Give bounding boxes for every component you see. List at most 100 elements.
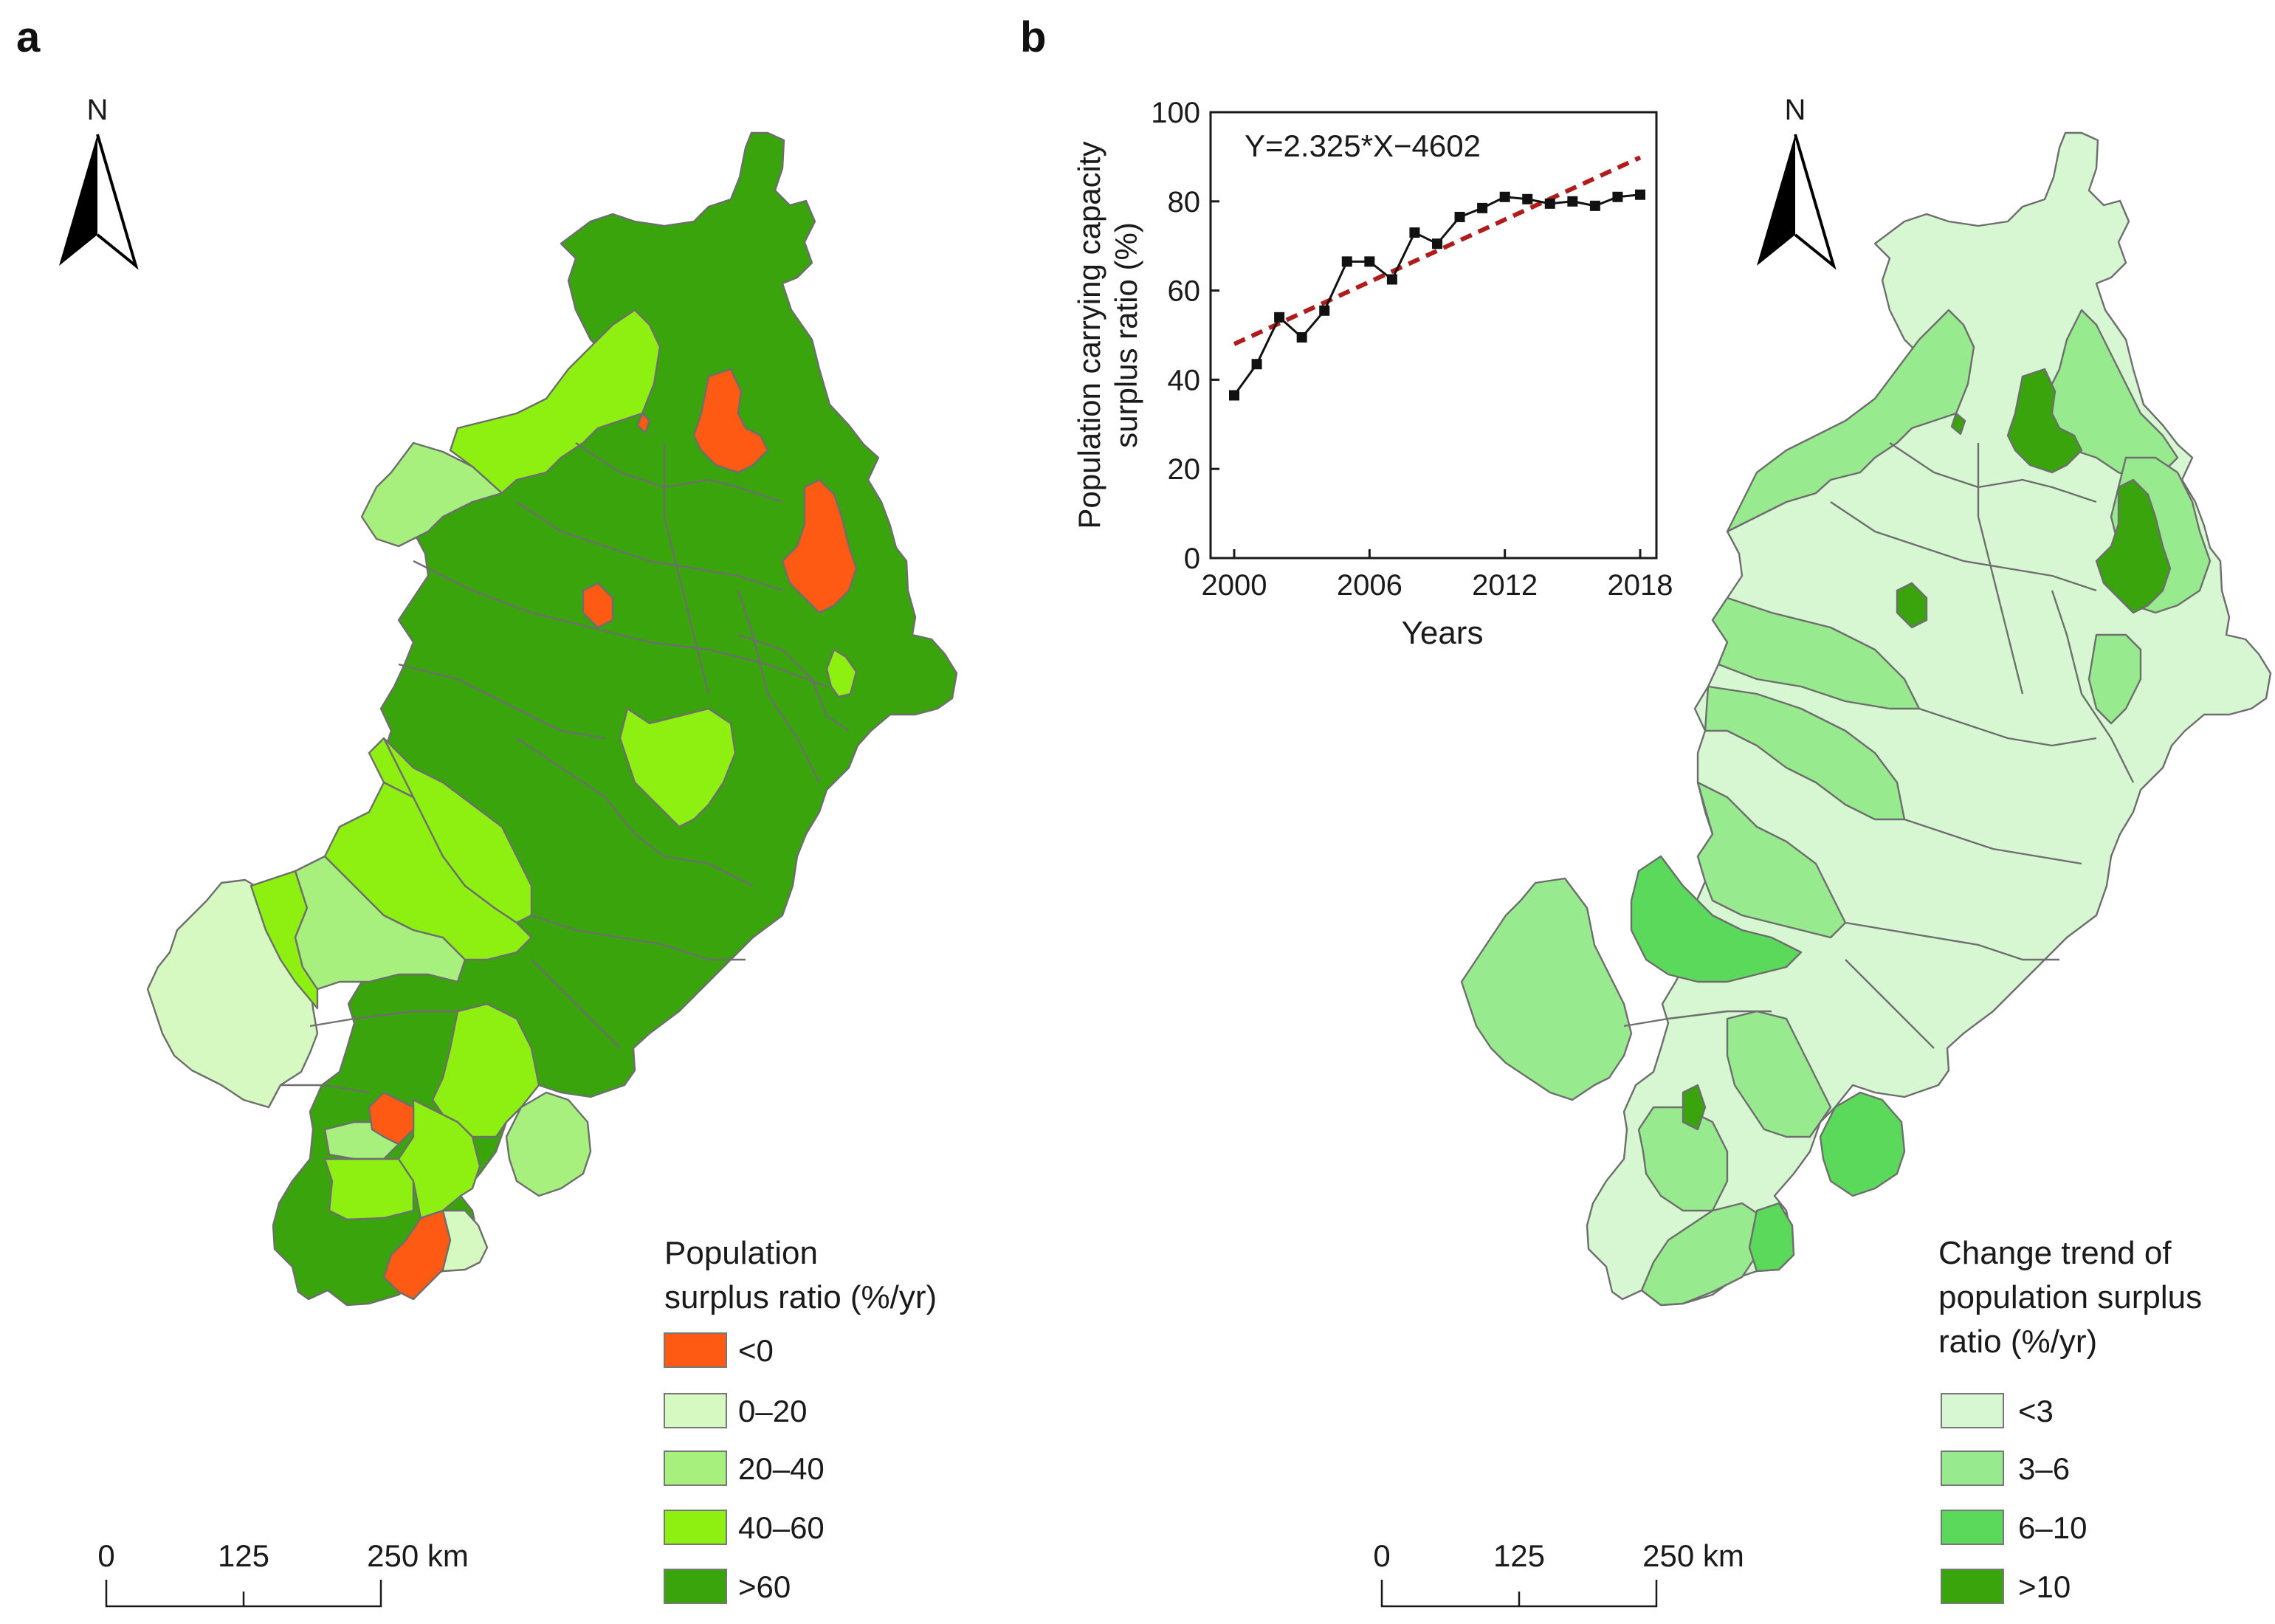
- scale-b-tick-1: 125: [1493, 1538, 1545, 1573]
- inset-plot-frame: [1209, 111, 1658, 560]
- map-b: [1460, 131, 2272, 1307]
- inset-data-point: [1635, 189, 1645, 200]
- inset-data-point: [1612, 191, 1623, 202]
- legend-b-title-line-2: population surplus: [1938, 1279, 2202, 1315]
- map-b-region-3-6-s1: [1726, 1010, 1832, 1138]
- legend-a-label-0: <0: [738, 1333, 774, 1368]
- inset-data-point: [1341, 256, 1352, 267]
- inset-x-tick-label: 2006: [1337, 569, 1402, 602]
- map-b-region-3-6-e: [2088, 633, 2142, 725]
- legend-a: Population surplus ratio (%/yr) <0 0–20 …: [664, 1235, 937, 1604]
- panel-a-letter: a: [16, 13, 41, 61]
- inset-series-points: [1229, 189, 1645, 401]
- map-b-region-6-10-w: [1630, 855, 1803, 983]
- map-b-region-3-6-w3: [1696, 781, 1847, 939]
- inset-x-axis-label: Years: [1402, 615, 1484, 651]
- inset-x-tick-label: 2012: [1472, 569, 1538, 602]
- north-arrow-b: N: [1757, 94, 1837, 270]
- map-b-boundaries: [1623, 442, 2135, 1049]
- inset-data-point: [1409, 227, 1420, 238]
- legend-a-swatch-2: [664, 1451, 727, 1486]
- inset-data-point: [1229, 390, 1239, 401]
- inset-data-point: [1522, 193, 1533, 204]
- panel-b: b N: [1020, 13, 2272, 1608]
- inset-data-point: [1364, 256, 1375, 267]
- inset-trend-line: [1233, 155, 1642, 346]
- inset-data-point: [1432, 238, 1442, 250]
- map-a-region-40-60-north: [449, 309, 661, 495]
- legend-b-title-line-1: Change trend of: [1938, 1235, 2172, 1271]
- map-a-region-40-60-south-1: [431, 1002, 540, 1138]
- legend-b-label-0: <3: [2018, 1394, 2054, 1428]
- inset-y-tick-label: 0: [1184, 543, 1200, 575]
- legend-a-label-3: 40–60: [738, 1510, 825, 1545]
- map-a-boundaries: [280, 442, 850, 1094]
- inset-data-point: [1589, 200, 1600, 211]
- inset-data-point: [1499, 191, 1510, 202]
- map-a-region-40-60-east: [825, 648, 858, 698]
- inset-data-point: [1386, 274, 1397, 285]
- map-a-region-0-20-south: [441, 1209, 489, 1273]
- north-label-a: N: [87, 94, 109, 126]
- map-b-region-3-6-sw: [1460, 877, 1633, 1101]
- legend-b-label-1: 3–6: [2018, 1451, 2070, 1486]
- map-b-region-6-10-s: [1748, 1202, 1795, 1273]
- inset-equation: Y=2.325*X−4602: [1245, 128, 1481, 163]
- legend-a-label-1: 0–20: [738, 1394, 807, 1428]
- legend-a-swatch-0: [664, 1332, 727, 1368]
- scale-bar-a: 0 125 250 km: [97, 1538, 469, 1608]
- inset-data-point: [1454, 211, 1465, 222]
- map-a-region-neg-6: [382, 1209, 452, 1301]
- legend-a-swatch-4: [664, 1569, 727, 1604]
- map-a-region-40-60-sw-3: [382, 737, 533, 924]
- legend-a-label-4: >60: [738, 1569, 791, 1604]
- map-b-region-6-10-se: [1819, 1091, 1906, 1197]
- inset-data-point: [1319, 305, 1330, 316]
- legend-b-label-3: >10: [2018, 1569, 2071, 1604]
- map-a-region-40-60-centre: [619, 707, 737, 828]
- inset-x-tick-label: 2000: [1202, 569, 1267, 602]
- legend-a-label-2: 20–40: [738, 1451, 825, 1486]
- inset-data-point: [1274, 312, 1285, 323]
- north-arrow-icon-b: [1757, 134, 1795, 266]
- inset-line-chart: 0 20 40 60 80 100 2000 2006 2012 2018 Y=2.325*X−…: [1072, 97, 1673, 651]
- inset-y-tick-label: 60: [1168, 275, 1201, 308]
- panel-a: a N: [16, 13, 958, 1608]
- map-a-region-neg-1: [692, 368, 769, 474]
- map-b-region-gt10-5: [1682, 1084, 1707, 1131]
- scale-b-tick-0: 0: [1373, 1538, 1390, 1573]
- legend-b-swatch-3: [1941, 1569, 2004, 1604]
- legend-a-swatch-1: [664, 1393, 727, 1428]
- legend-b-swatch-0: [1941, 1393, 2004, 1428]
- inset-y-axis-label-line-1: Population carrying capacity: [1072, 141, 1106, 529]
- inset-data-point: [1567, 196, 1578, 207]
- map-b-region-gt10-1: [2006, 368, 2083, 474]
- north-arrow-outline-b: [1794, 134, 1837, 270]
- map-b-region-gt10-3: [2095, 478, 2172, 614]
- legend-b-title-line-3: ratio (%/yr): [1938, 1324, 2097, 1360]
- inset-x-ticks: 2000 2006 2012 2018: [1202, 549, 1673, 602]
- scale-a-tick-0: 0: [97, 1538, 114, 1573]
- panel-b-letter: b: [1020, 13, 1046, 61]
- legend-b-swatch-1: [1941, 1451, 2004, 1486]
- inset-data-point: [1544, 198, 1555, 209]
- north-arrow-icon-a: [59, 134, 97, 266]
- legend-a-swatch-3: [664, 1510, 727, 1545]
- map-b-region-gt10-4: [1896, 582, 1928, 629]
- inset-x-tick-label: 2018: [1608, 569, 1673, 602]
- inset-y-tick-label: 100: [1151, 97, 1200, 129]
- map-b-region-3-6-nw: [1726, 309, 1975, 533]
- map-b-region-3-6-w2: [1704, 685, 1906, 821]
- inset-y-tick-label: 20: [1168, 453, 1201, 486]
- inset-data-point: [1296, 332, 1307, 343]
- map-b-region-3-6-s2: [1637, 1106, 1729, 1212]
- inset-y-axis-label-line-2: surplus ratio (%): [1109, 222, 1143, 448]
- legend-b: Change trend of population surplus ratio…: [1938, 1235, 2202, 1604]
- scale-b-tick-2: 250 km: [1642, 1538, 1744, 1573]
- legend-b-swatch-2: [1941, 1510, 2004, 1545]
- north-label-b: N: [1785, 94, 1806, 126]
- inset-y-ticks: 0 20 40 60 80 100: [1151, 97, 1219, 575]
- map-a-region-40-60-south-4: [397, 1098, 481, 1219]
- legend-a-title-line-1: Population: [664, 1235, 818, 1271]
